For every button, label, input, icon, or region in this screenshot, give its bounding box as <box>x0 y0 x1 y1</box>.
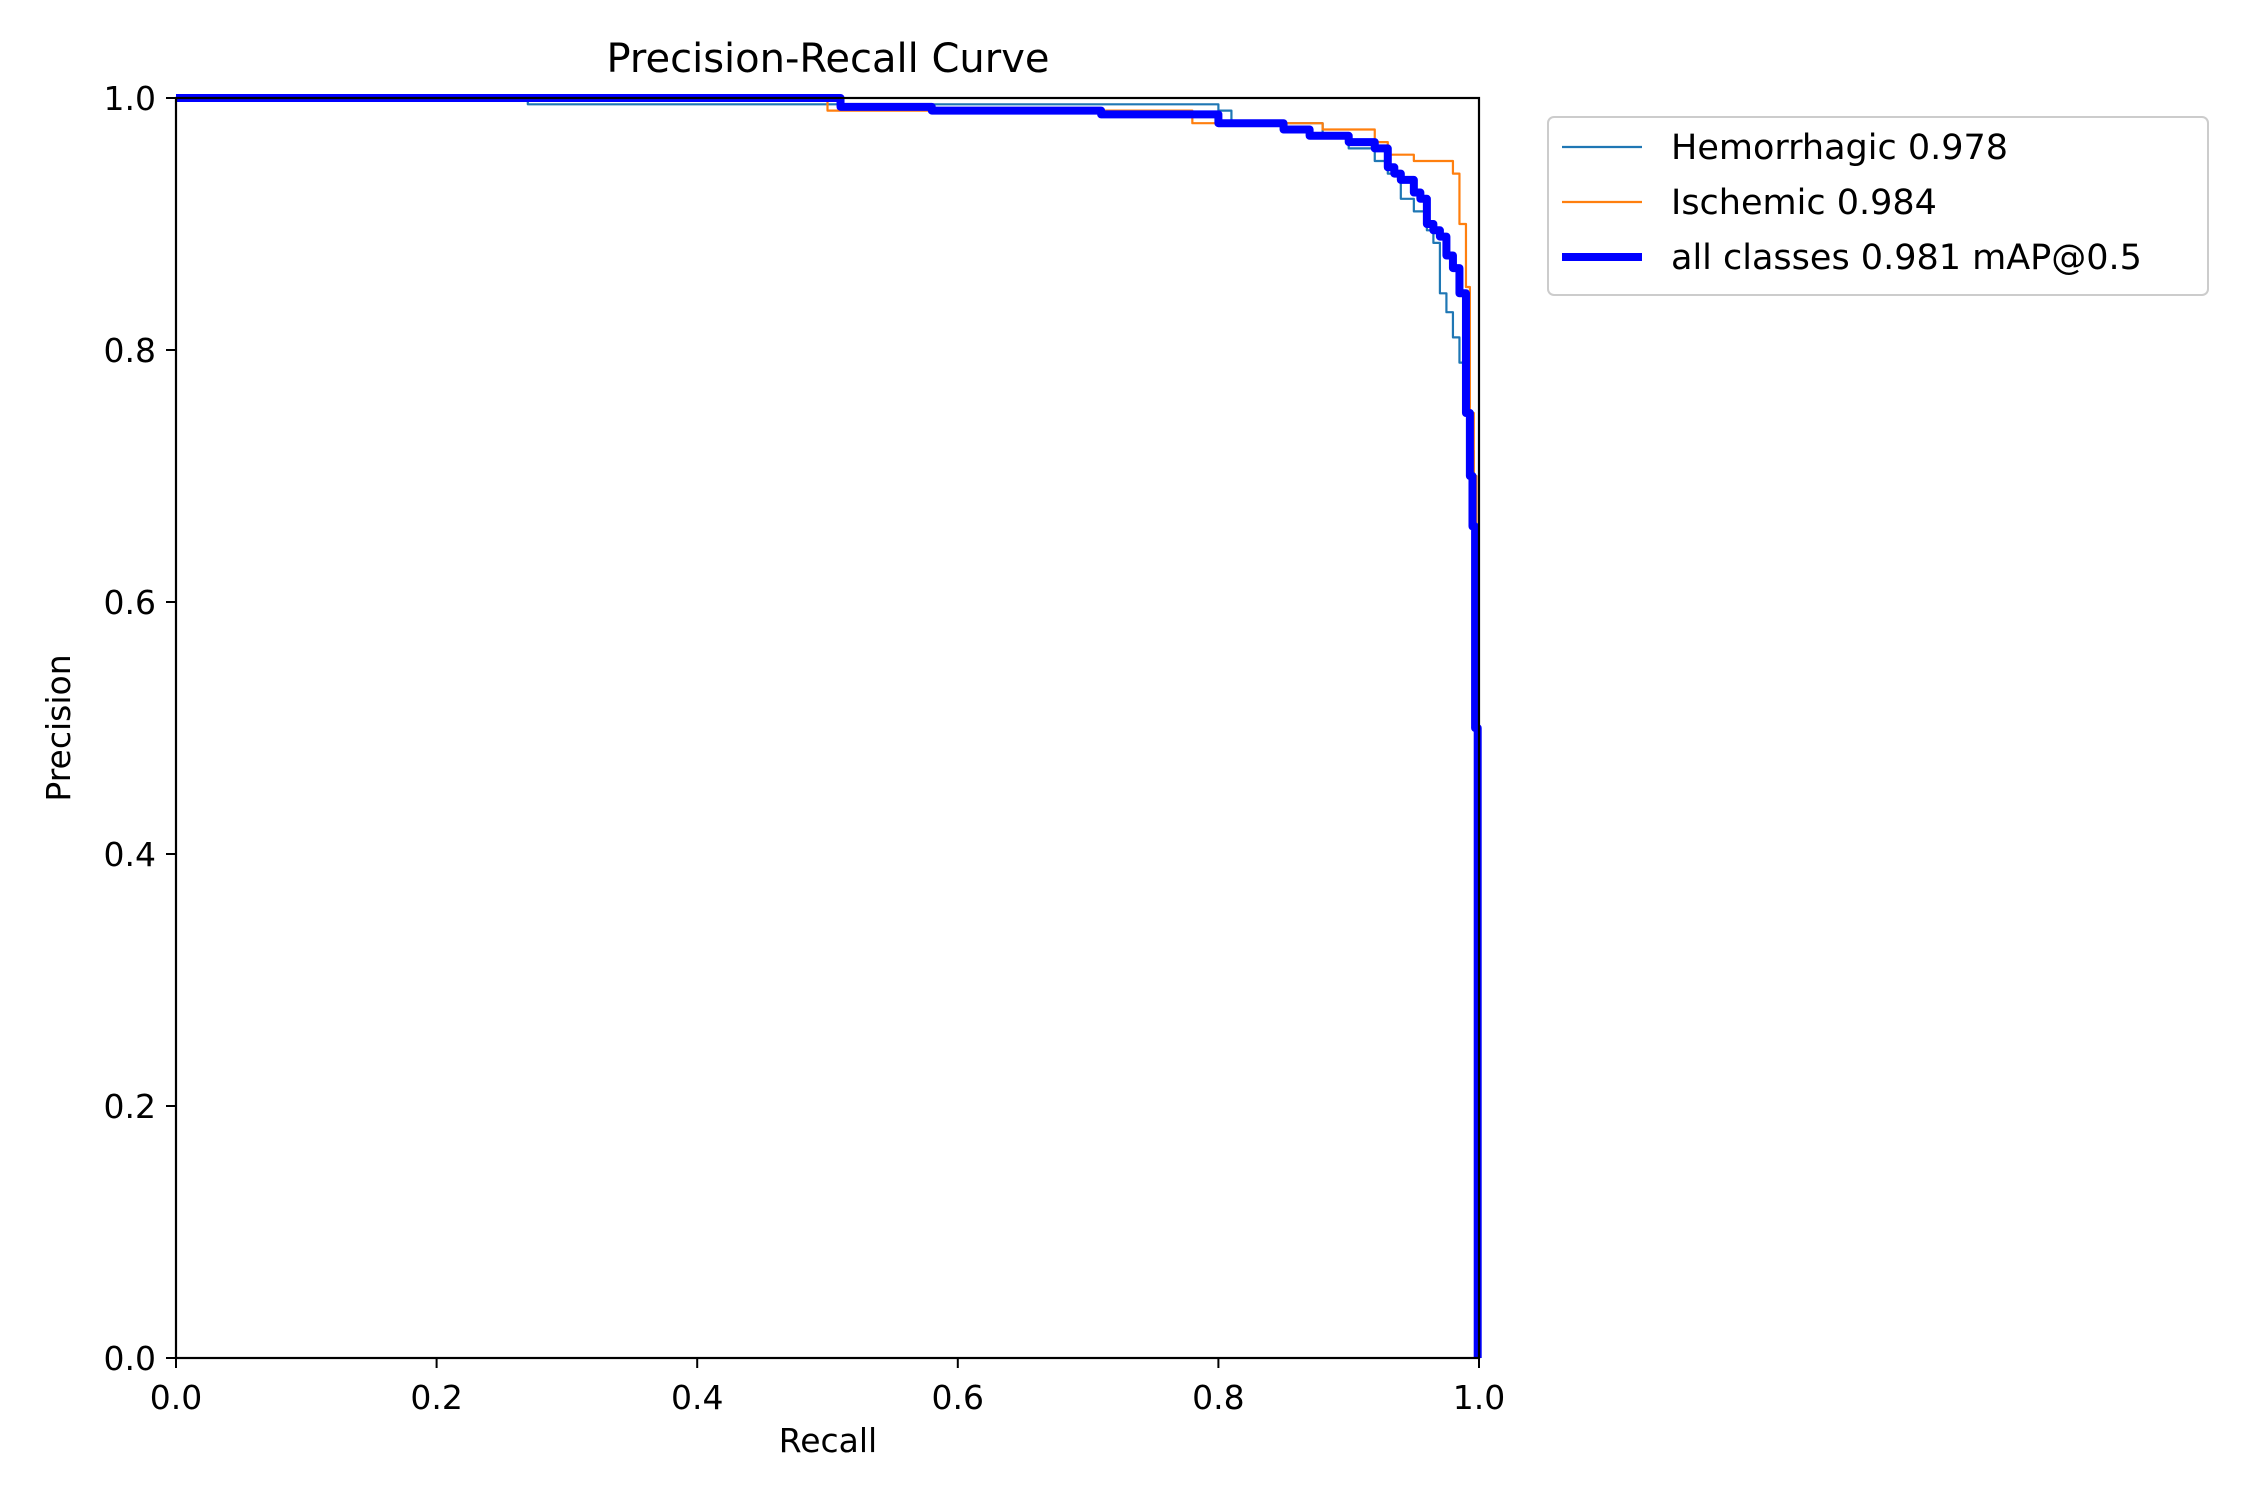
plot-frame <box>174 96 1481 1360</box>
y-axis-label: Precision <box>39 654 78 801</box>
series-line-2 <box>176 94 1482 1358</box>
y-tick-label-4: 0.8 <box>104 331 156 370</box>
legend-label-0: Hemorrhagic 0.978 <box>1671 128 2008 168</box>
y-tick-label-2: 0.4 <box>104 835 156 874</box>
legend-label-1: Ischemic 0.984 <box>1671 183 1937 223</box>
x-axis-label: Recall <box>779 1421 877 1460</box>
chart-title: Precision-Recall Curve <box>607 36 1050 82</box>
legend-box <box>1547 116 2209 296</box>
x-tick-label-4: 0.8 <box>1192 1378 1244 1417</box>
x-tick-label-5: 1.0 <box>1453 1378 1505 1417</box>
legend: Hemorrhagic 0.978 Ischemic 0.984 all class… <box>1547 116 2209 296</box>
y-tick-label-5: 1.0 <box>104 79 156 118</box>
y-tick-label-1: 0.2 <box>104 1087 156 1126</box>
series-layer <box>176 94 1482 1358</box>
x-tick-label-3: 0.6 <box>932 1378 984 1417</box>
y-tick-label-0: 0.0 <box>104 1339 156 1378</box>
legend-label-2: all classes 0.981 mAP@0.5 <box>1671 238 2142 278</box>
y-tick-label-3: 0.6 <box>104 583 156 622</box>
axis-layer: 0.0 0.2 0.4 0.6 0.8 1.0 0.0 0.2 0.4 0.6 0.8 1.0 <box>104 79 1506 1417</box>
x-tick-label-0: 0.0 <box>150 1378 202 1417</box>
x-tick-label-1: 0.2 <box>410 1378 462 1417</box>
x-tick-label-2: 0.4 <box>671 1378 723 1417</box>
